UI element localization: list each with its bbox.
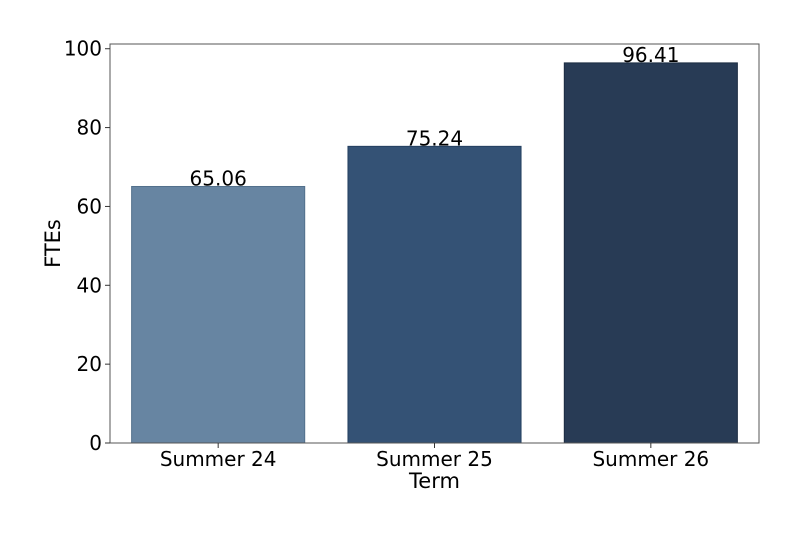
y-tick-label-1: 20 [77, 352, 102, 376]
y-tick-label-2: 40 [77, 273, 102, 297]
x-tick-label-0: Summer 24 [160, 447, 277, 471]
bars-group [131, 62, 738, 444]
data-label-0: 65.06 [190, 166, 247, 190]
data-label-2: 96.41 [622, 43, 679, 67]
y-axis: 0 20 40 60 80 100 [64, 37, 110, 455]
bar-2 [563, 62, 738, 444]
bar-1 [347, 145, 522, 444]
y-tick-label-5: 100 [64, 37, 102, 61]
x-axis-label: Term [408, 469, 460, 493]
y-tick-label-0: 0 [89, 431, 102, 455]
data-labels-group: 65.06 75.24 96.41 [190, 43, 680, 191]
y-tick-label-3: 60 [77, 194, 102, 218]
y-tick-label-4: 80 [77, 116, 102, 140]
x-axis: Summer 24 Summer 25 Summer 26 [160, 443, 709, 471]
x-tick-label-1: Summer 25 [376, 447, 493, 471]
bar-0 [131, 185, 306, 444]
x-tick-label-2: Summer 26 [592, 447, 709, 471]
y-axis-label: FTEs [41, 219, 65, 268]
data-label-1: 75.24 [406, 126, 463, 150]
